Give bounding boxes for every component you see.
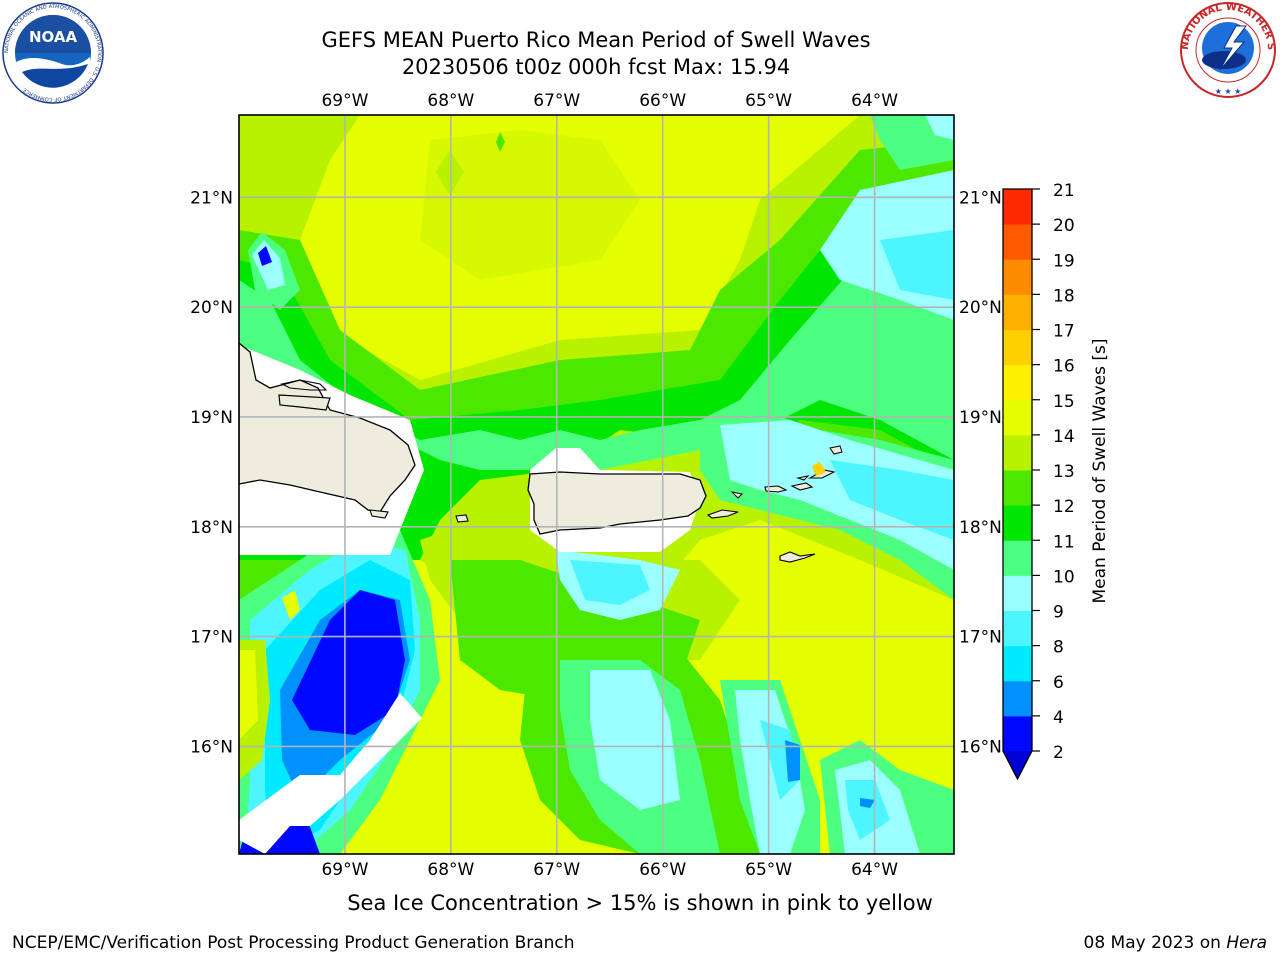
lat-tick-right: 16°N [959, 737, 1002, 757]
graticule [239, 115, 954, 854]
colorbar-extend-arrow [1003, 751, 1032, 779]
lat-tick-left: 17°N [190, 628, 233, 648]
colorbar-tick-label: 6 [1053, 673, 1064, 693]
colorbar-segment [1003, 259, 1032, 295]
map-field [239, 115, 954, 854]
colorbar-tick-label: 4 [1053, 708, 1064, 728]
colorbar-tick-label: 13 [1053, 462, 1075, 482]
colorbar-tick-label: 11 [1053, 532, 1075, 552]
lon-tick-top: 68°W [427, 91, 474, 111]
lat-tick-right: 20°N [959, 298, 1002, 318]
colorbar-tick-label: 17 [1053, 322, 1075, 342]
colorbar-tick-label: 20 [1053, 216, 1075, 236]
noaa-logo-icon: NOAA NATIONAL OCEANIC AND ATMOSPHERIC AD… [2, 2, 104, 104]
noaa-logo-text: NOAA [29, 28, 78, 46]
lat-tick-left: 19°N [190, 408, 233, 428]
colorbar-segment [1003, 189, 1032, 225]
colorbar-tick-label: 9 [1053, 603, 1064, 623]
colorbar-segment [1003, 470, 1032, 506]
footer-host: Hera [1226, 933, 1267, 953]
lat-tick-right: 21°N [959, 188, 1002, 208]
colorbar-segment [1003, 610, 1032, 647]
colorbar-segment [1003, 434, 1032, 471]
puerto-rico-land [527, 471, 707, 535]
colorbar-segment [1003, 715, 1032, 752]
lon-tick-bottom: 64°W [851, 860, 898, 880]
colorbar-segment [1003, 680, 1032, 717]
lat-tick-right: 18°N [959, 518, 1002, 538]
nws-logo-icon: NATIONAL WEATHER SERVICE ★ ★ ★ [1176, 0, 1276, 98]
lon-tick-top: 67°W [533, 91, 580, 111]
lat-tick-right: 19°N [959, 408, 1002, 428]
map-frame [238, 114, 955, 855]
colorbar-tick-label: 19 [1053, 251, 1075, 271]
lon-tick-bottom: 65°W [745, 860, 792, 880]
colorbar-label: Mean Period of Swell Waves [s] [1090, 339, 1110, 604]
lon-tick-bottom: 66°W [639, 860, 686, 880]
lat-tick-left: 21°N [190, 188, 233, 208]
colorbar-segment [1003, 364, 1032, 401]
colorbar-tick-label: 18 [1053, 286, 1075, 306]
colorbar-segment [1003, 505, 1032, 541]
footer-producer: NCEP/EMC/Verification Post Processing Pr… [12, 933, 575, 953]
colorbar-tick-label: 8 [1053, 638, 1064, 658]
footer-date: 08 May 2023 on Hera [1084, 933, 1268, 953]
colorbar-segment [1003, 294, 1032, 330]
lon-tick-bottom: 67°W [533, 860, 580, 880]
lon-tick-bottom: 69°W [321, 860, 368, 880]
lat-tick-left: 18°N [190, 518, 233, 538]
colorbar-tick-label: 10 [1053, 567, 1075, 587]
colorbar-segment [1003, 645, 1032, 682]
colorbar-tick-label: 21 [1053, 181, 1075, 201]
lon-tick-top: 69°W [321, 91, 368, 111]
colorbar: 2 4 6 8 9 10 11 12 13 14 15 16 17 18 19 20 21 [1002, 181, 1075, 781]
svg-text:★ ★ ★: ★ ★ ★ [1215, 87, 1242, 96]
chart-subtitle: 20230506 t00z 000h fcst Max: 15.94 [401, 55, 791, 79]
colorbar-segment [1003, 224, 1032, 260]
colorbar-tick-label: 16 [1053, 357, 1075, 377]
chart-title: GEFS MEAN Puerto Rico Mean Period of Swe… [321, 28, 871, 52]
colorbar-segment [1003, 399, 1032, 436]
colorbar-tick-label: 14 [1053, 427, 1075, 447]
colorbar-segment [1003, 575, 1032, 611]
lat-tick-left: 20°N [190, 298, 233, 318]
axis-tick-labels: 69°W 69°W 68°W 68°W 67°W 67°W 66°W 66°W 65°W 65°W… [190, 91, 1002, 880]
lon-tick-top: 65°W [745, 91, 792, 111]
sea-ice-caption: Sea Ice Concentration > 15% is shown in … [347, 891, 933, 915]
colorbar-segment [1003, 540, 1032, 576]
colorbar-tick-label: 15 [1053, 392, 1075, 412]
colorbar-tick-label: 2 [1053, 743, 1064, 763]
lon-tick-top: 64°W [851, 91, 898, 111]
lat-tick-left: 16°N [190, 737, 233, 757]
colorbar-tick-label: 12 [1053, 497, 1075, 517]
lon-tick-top: 66°W [639, 91, 686, 111]
colorbar-outline [1002, 188, 1033, 781]
lat-tick-right: 17°N [959, 628, 1002, 648]
hispaniola-land [239, 342, 416, 513]
colorbar-segment [1003, 329, 1032, 366]
lon-tick-bottom: 68°W [427, 860, 474, 880]
footer-date-text: 08 May 2023 on [1083, 933, 1221, 953]
